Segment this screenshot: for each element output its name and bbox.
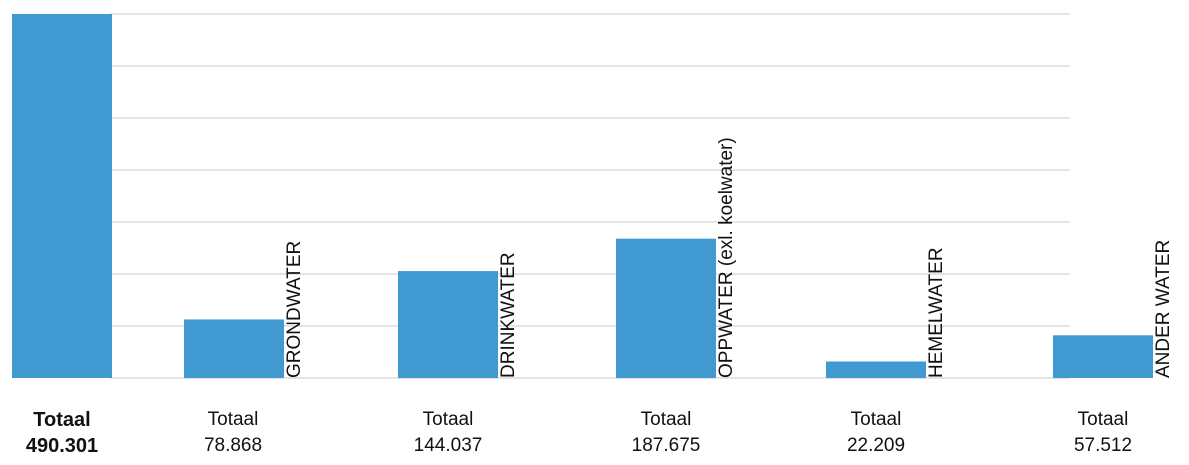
total-label: Totaal 490.301	[0, 407, 132, 459]
value-label-grondwater: Totaal 78.868	[163, 407, 303, 459]
bar-4	[826, 361, 926, 378]
total-prefix: Totaal	[33, 409, 91, 431]
category-label-4: HEMELWATER	[926, 247, 947, 378]
category-label-3: OPPWATER (exl. koelwater)	[716, 137, 737, 378]
value-text: 22.209	[846, 435, 906, 456]
category-label-2: DRINKWATER	[498, 252, 519, 378]
value-prefix: Totaal	[1077, 409, 1129, 430]
category-label-1: GRONDWATER	[284, 241, 305, 378]
value-text: 78.868	[203, 435, 263, 456]
value-prefix: Totaal	[640, 409, 692, 430]
category-labels: GRONDWATER DRINKWATER OPPWATER (exl. koelw…	[284, 137, 1174, 378]
value-text: 187.675	[631, 435, 701, 456]
value-label-drinkwater: Totaal 144.037	[378, 407, 518, 459]
value-text: 57.512	[1073, 435, 1133, 456]
category-label-5: ANDER WATER	[1153, 240, 1174, 378]
total-value: 490.301	[25, 435, 99, 457]
bar-2	[398, 271, 498, 378]
value-text: 144.037	[413, 435, 483, 456]
value-prefix: Totaal	[850, 409, 902, 430]
bar-3	[616, 238, 716, 378]
value-label-hemelwater: Totaal 22.209	[806, 407, 946, 459]
value-prefix: Totaal	[422, 409, 474, 430]
bars	[12, 14, 1153, 378]
value-label-anderwater: Totaal 57.512	[1033, 407, 1173, 459]
bar-total	[12, 14, 112, 378]
value-label-oppwater: Totaal 187.675	[596, 407, 736, 459]
value-prefix: Totaal	[207, 409, 259, 430]
bar-1	[184, 319, 284, 378]
bar-5	[1053, 335, 1153, 378]
